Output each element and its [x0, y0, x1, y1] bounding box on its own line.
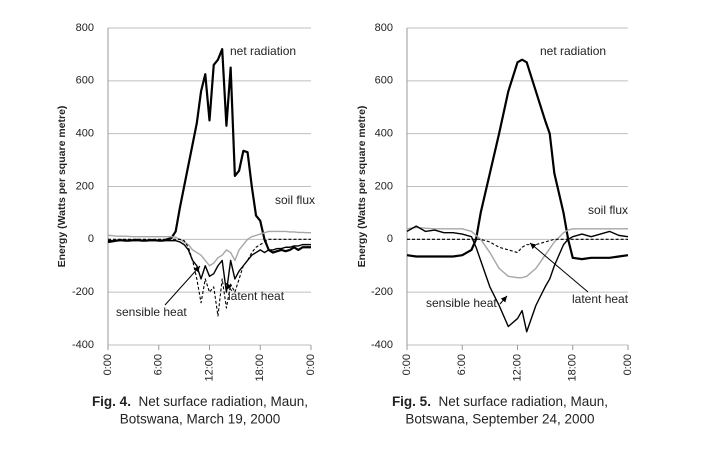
caption-label: Fig. 5.: [392, 394, 431, 409]
y-tick-label: 600: [76, 75, 94, 87]
y-tick-label: 0: [387, 233, 393, 245]
x-tick-label: 12:00: [511, 354, 523, 382]
x-tick-label: 6:00: [456, 354, 468, 375]
y-tick-label: 400: [76, 128, 94, 140]
annotation: latent heat: [572, 292, 629, 306]
annotation-arrow: [529, 242, 589, 293]
annotation-arrow: [499, 295, 508, 305]
x-tick-label: 0:00: [622, 354, 634, 375]
annotation: latent heat: [228, 289, 285, 303]
caption-line: Fig. 4. Net surface radiation, Maun,: [92, 394, 308, 409]
caption-text: Net surface radiation, Maun,: [438, 394, 608, 409]
y-tick-label: 200: [375, 180, 393, 192]
caption-line: Botswana, March 19, 2000: [120, 412, 281, 427]
x-tick-label: 0:00: [305, 354, 317, 375]
caption-line: Botswana, September 24, 2000: [405, 412, 594, 427]
y-tick-label: 800: [375, 22, 393, 34]
series-line: [406, 225, 629, 333]
annotation: soil flux: [588, 203, 628, 217]
series-line: [406, 226, 628, 279]
y-tick-label: -400: [371, 339, 393, 351]
annotation: net radiation: [540, 44, 606, 58]
annotation-arrow: [225, 282, 233, 292]
caption-text: Net surface radiation, Maun,: [138, 394, 308, 409]
y-axis-label: Energy (Watts per square metre): [56, 106, 68, 268]
y-tick-label: 400: [375, 128, 393, 140]
annotation: sensible heat: [116, 305, 187, 319]
caption-space: [431, 394, 439, 409]
y-tick-label: 0: [88, 233, 94, 245]
x-tick-label: 18:00: [254, 354, 266, 382]
caption-line: Fig. 5. Net surface radiation, Maun,: [392, 394, 608, 409]
series-line: [108, 239, 311, 293]
annotation: net radiation: [230, 44, 296, 58]
y-axis-label: Energy (Watts per square metre): [356, 106, 368, 268]
y-tick-label: 200: [76, 180, 94, 192]
caption-label: Fig. 4.: [92, 394, 131, 409]
annotation-arrow: [164, 265, 201, 306]
y-tick-label: 600: [375, 75, 393, 87]
series-line: [107, 230, 311, 267]
series-line: [407, 238, 628, 254]
y-tick-label: -200: [72, 286, 94, 298]
annotation: soil flux: [275, 193, 315, 207]
y-tick-label: 800: [76, 22, 94, 34]
series-line: [107, 48, 311, 254]
x-tick-label: 6:00: [153, 354, 165, 375]
x-tick-label: 12:00: [203, 354, 215, 382]
x-tick-label: 18:00: [567, 354, 579, 382]
x-tick-label: 0:00: [102, 354, 114, 375]
series-line: [406, 58, 629, 261]
y-tick-label: -400: [72, 339, 94, 351]
x-tick-label: 0:00: [401, 354, 413, 375]
caption-space: [131, 394, 139, 409]
annotation: sensible heat: [426, 296, 497, 310]
y-tick-label: -200: [371, 286, 393, 298]
